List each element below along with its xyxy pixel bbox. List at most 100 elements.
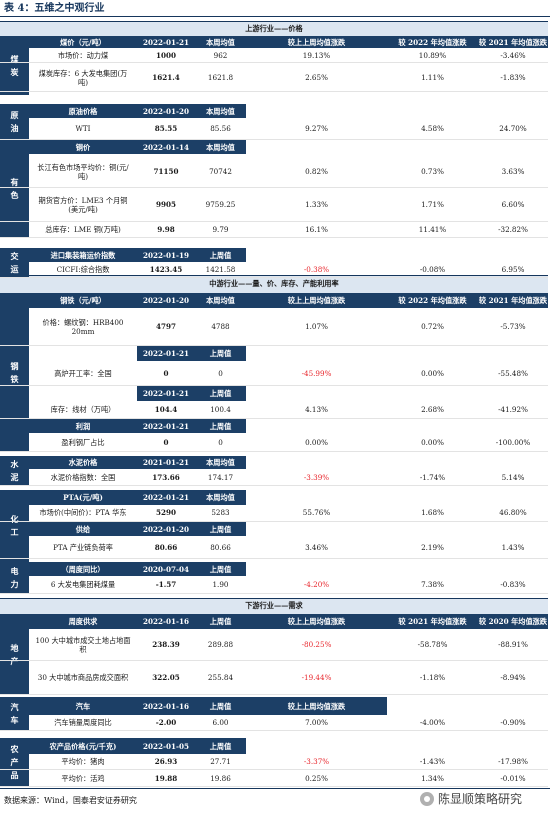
change-vs-prior-year — [478, 248, 548, 262]
change-vs-prior-year: -5.73% — [500, 322, 526, 331]
previous-value: 上周值 — [195, 346, 246, 361]
category-label: 电力 — [0, 562, 29, 594]
change-vs-year: 0.00% — [421, 368, 444, 378]
table-header-row: PTA(元/吨) 2022-01-21 本周均值 — [0, 490, 548, 505]
change-vs-prior-year: -0.90% — [500, 718, 526, 727]
previous-value: 上周值 — [195, 562, 246, 576]
row-label — [29, 346, 137, 361]
change-vs-prior-year — [478, 456, 548, 469]
table-header-row: 2022-01-21 上周值 — [0, 386, 548, 401]
change-vs-prev: -4.20% — [303, 580, 330, 589]
table-row: 期货官方价：LME3 个月铜(美元/吨) 9905 9759.25 1.33% 1.71… — [0, 188, 548, 222]
current-value: 2022-01-21 — [137, 346, 195, 361]
change-vs-prev: 7.00% — [305, 718, 328, 727]
change-vs-prior-year: 1.43% — [501, 542, 525, 552]
change-vs-year: 1.71% — [421, 200, 444, 209]
change-vs-prior-year: 24.70% — [499, 124, 527, 133]
table-row: 平均价：活鸡 19.88 19.86 0.25% 1.34% -0.01% — [0, 770, 548, 787]
change-vs-prior-year — [478, 104, 548, 118]
change-vs-prev: 0.00% — [305, 437, 328, 447]
change-vs-prev — [246, 248, 387, 262]
row-label: 农产品价格(元/千克) — [29, 738, 137, 754]
change-vs-prev: 较上上周均值涨跌 — [246, 614, 387, 629]
current-value: 2021-01-21 — [137, 456, 195, 469]
change-vs-year: -4.00% — [419, 718, 446, 727]
change-vs-prior-year — [478, 522, 548, 536]
row-label: 市场价(中间价)：PTA 华东 — [39, 508, 127, 517]
change-vs-prev: 4.13% — [305, 405, 328, 414]
change-vs-prior-year: -88.91% — [498, 640, 528, 649]
change-vs-prior-year: -8.94% — [500, 673, 526, 682]
change-vs-prev: 较上上周均值涨跌 — [246, 36, 387, 48]
current-value: 0 — [163, 437, 169, 447]
change-vs-year — [387, 346, 478, 361]
previous-value: 本周均值 — [195, 293, 246, 308]
change-vs-prev — [246, 419, 387, 433]
row-label: 平均价：猪肉 — [61, 757, 105, 766]
change-vs-year: 较 2022 年均值涨跌 — [387, 36, 478, 48]
current-value: 2020-07-04 — [137, 562, 195, 576]
change-vs-prev — [246, 562, 387, 576]
row-label: 水泥价格 — [29, 456, 137, 469]
previous-value: 本周均值 — [195, 104, 246, 118]
previous-value: 上周值 — [195, 248, 246, 262]
table-row: 库存：线材（万吨） 104.4 100.4 4.13% 2.68% -41.92% — [0, 401, 548, 419]
row-label: 原油价格 — [29, 104, 137, 118]
current-value: 2022-01-21 — [137, 419, 195, 433]
current-value: 4797 — [155, 322, 176, 331]
change-vs-prev: 9.27% — [305, 124, 328, 133]
category-label: 煤炭 — [0, 36, 29, 95]
previous-value: 0 — [218, 368, 223, 378]
table-header-row: 供给 2022-01-20 上周值 — [0, 522, 548, 536]
table-header-row: 汽车 2022-01-16 上周值 较上上周均值涨跌 — [0, 697, 548, 715]
previous-value: 1.90 — [212, 580, 229, 589]
change-vs-year: 0.73% — [421, 167, 444, 176]
row-label: 市场价：动力煤 — [57, 50, 109, 60]
current-value: 0 — [163, 368, 169, 378]
previous-value: 上周值 — [195, 614, 246, 629]
current-value: 2022-01-16 — [137, 697, 195, 715]
change-vs-prev — [246, 490, 387, 505]
row-label: CICFI:综合指数 — [56, 265, 110, 274]
row-label: 煤炭库存：6 大发电集团(万吨) — [38, 68, 128, 87]
change-vs-prior-year — [478, 562, 548, 576]
change-vs-year: -1.18% — [419, 673, 446, 682]
change-vs-prior-year: 3.63% — [501, 167, 525, 176]
category-label: 汽车 — [0, 697, 29, 731]
change-vs-year: 11.41% — [418, 225, 447, 234]
category-label: 钢铁 — [0, 293, 29, 452]
current-value: 173.66 — [152, 473, 180, 482]
change-vs-prev — [246, 522, 387, 536]
table-header-row: （周度同比） 2020-07-04 上周值 — [0, 562, 548, 576]
change-vs-prior-year — [478, 490, 548, 505]
row-label: 高炉开工率：全国 — [54, 368, 112, 378]
change-vs-prev: 1.07% — [305, 322, 328, 331]
change-vs-prior-year: -55.48% — [498, 368, 528, 378]
change-vs-year: 7.38% — [421, 580, 444, 589]
row-label: 库存：线材（万吨） — [50, 405, 116, 414]
change-vs-prior-year: 6.60% — [501, 200, 525, 209]
change-vs-year: 1.11% — [421, 73, 444, 82]
change-vs-prev: 0.82% — [305, 167, 328, 176]
current-value: -1.57 — [155, 580, 177, 589]
row-label: WTI — [75, 124, 91, 133]
row-label: 进口集装箱运价指数 — [29, 248, 137, 262]
category-label: 交运 — [0, 248, 29, 278]
table-row: 总库存：LME 铜(万吨) 9.98 9.79 16.1% 11.41% -32.82% — [0, 222, 548, 238]
change-vs-year — [387, 738, 478, 754]
change-vs-prior-year: 较 2020 年均值涨跌 — [478, 614, 548, 629]
table-header-row: 进口集装箱运价指数 2022-01-19 上周值 — [0, 248, 548, 262]
row-label: 周度供求 — [29, 614, 137, 629]
previous-value: 1421.58 — [205, 265, 236, 274]
row-label: （周度同比） — [29, 562, 137, 576]
change-vs-prior-year: 较 2021 年均值涨跌 — [478, 293, 548, 308]
table-title: 表 4：五维之中观行业 — [4, 3, 105, 14]
change-vs-year — [387, 104, 478, 118]
watermark-logo-icon — [420, 791, 434, 806]
category-label: 原油 — [0, 104, 29, 140]
table-row: 水泥价格指数：全国 173.66 174.17 -3.39% -1.74% 5.14% — [0, 470, 548, 486]
table-header-row: 原油价格 2022-01-20 本周均值 — [0, 104, 548, 118]
change-vs-prev: 1.33% — [305, 200, 328, 209]
change-vs-year: -1.43% — [419, 757, 446, 766]
change-vs-year: 0.00% — [421, 437, 444, 447]
